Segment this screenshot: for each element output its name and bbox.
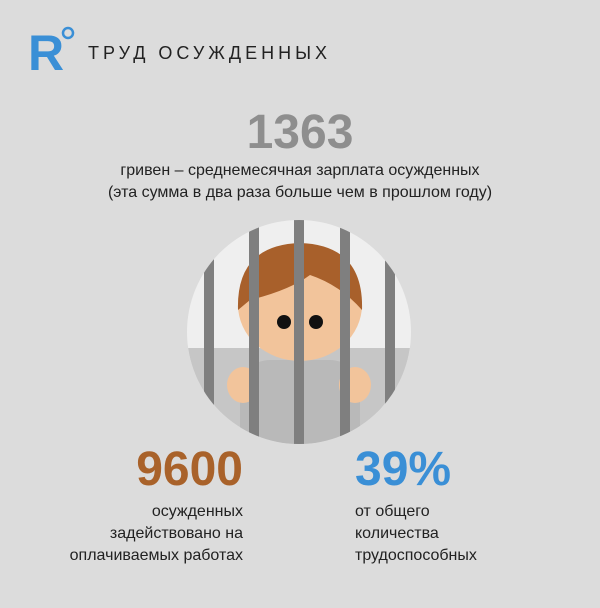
stat-text: количества	[355, 525, 439, 542]
stat-text: оплачиваемых работах	[70, 547, 243, 564]
stat-text: трудоспособных	[355, 547, 477, 564]
stat-text: задействовано на	[110, 525, 243, 542]
stat-value: 1363	[247, 106, 354, 159]
stat-text: от общего	[355, 503, 430, 520]
bar	[385, 220, 395, 444]
eye	[309, 315, 323, 329]
logo: R	[28, 25, 64, 81]
stat-text: гривен – среднемесячная зарплата осужден…	[120, 162, 479, 179]
bar	[249, 220, 259, 444]
eye	[277, 315, 291, 329]
stat-value: 9600	[136, 443, 243, 496]
bar	[340, 220, 350, 444]
bar	[204, 220, 214, 444]
title: ТРУД ОСУЖДЕННЫХ	[88, 43, 331, 63]
bar	[294, 220, 304, 444]
logo-ring	[61, 26, 75, 40]
stat-text: осужденных	[152, 503, 243, 520]
stat-value: 39%	[355, 443, 451, 496]
stat-text: (эта сумма в два раза больше чем в прошл…	[108, 184, 492, 201]
